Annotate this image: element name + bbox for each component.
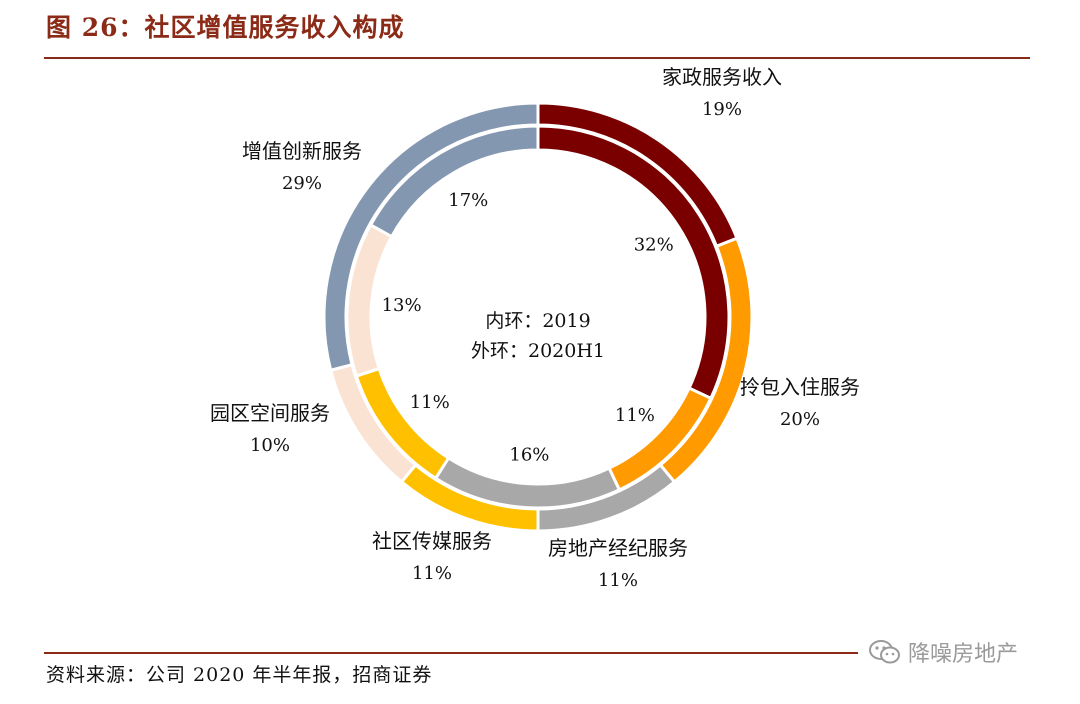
center-label: 内环：2019 外环：2020H1 [471, 310, 605, 362]
category-label-4: 园区空间服务 [210, 401, 330, 425]
figure-title: 图 26：社区增值服务收入构成 [46, 13, 405, 42]
category-label-3: 社区传媒服务 [372, 529, 492, 553]
watermark-text: 降噪房地产 [908, 642, 1019, 667]
top-rule [44, 57, 1030, 59]
inner-ring-labels: 32% 11% 16% 11% 13% 17% [382, 190, 674, 466]
inner-value-label-5: 17% [448, 190, 488, 211]
watermark: 降噪房地产 [868, 636, 1018, 668]
category-label-2: 房地产经纪服务 [548, 536, 688, 560]
source-note: 资料来源：公司 2020 年半年报，招商证券 [46, 664, 433, 686]
inner-value-label-0: 32% [634, 235, 674, 256]
outer-value-label-5: 29% [282, 173, 322, 194]
category-label-1: 拎包入住服务 [740, 375, 860, 399]
inner-value-label-1: 11% [615, 405, 655, 426]
outer-ring-labels: 家政服务收入 19% 拎包入住服务 20% 房地产经纪服务 11% 社区传媒服务 11% 园区空… [210, 65, 860, 591]
wechat-icon [869, 640, 900, 664]
outer-value-label-3: 11% [412, 563, 452, 584]
outer-value-label-4: 10% [250, 435, 290, 456]
inner-value-label-3: 11% [410, 392, 450, 413]
bottom-rule [44, 652, 858, 654]
outer-value-label-0: 19% [702, 99, 742, 120]
inner-value-label-2: 16% [509, 445, 549, 466]
outer-slice-5 [322, 101, 540, 373]
category-label-5: 增值创新服务 [242, 139, 362, 163]
inner-ring [345, 124, 731, 510]
outer-value-label-2: 11% [598, 570, 638, 591]
category-label-0: 家政服务收入 [662, 65, 782, 89]
outer-value-label-1: 20% [780, 409, 820, 430]
outer-ring [322, 101, 754, 533]
center-label-outer: 外环：2020H1 [471, 340, 605, 362]
inner-value-label-4: 13% [382, 295, 422, 316]
center-label-inner: 内环：2019 [485, 310, 590, 332]
